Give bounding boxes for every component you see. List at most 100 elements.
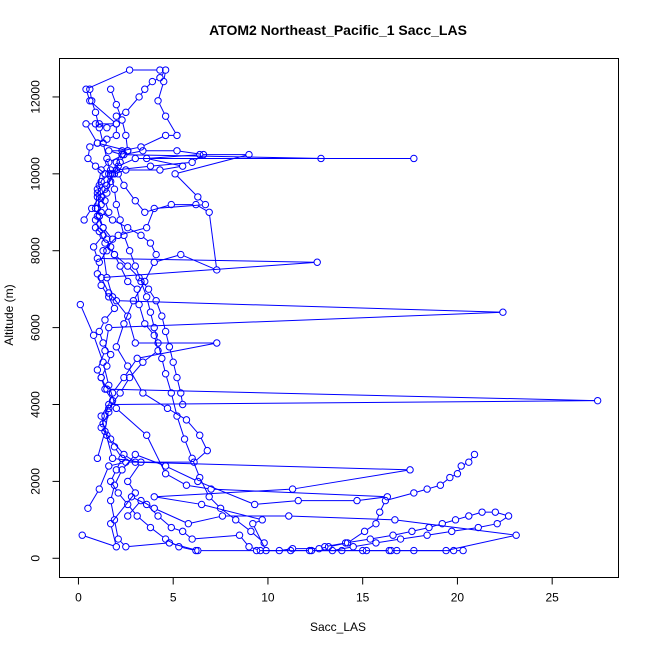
series-segment (481, 523, 495, 528)
data-point (120, 320, 128, 328)
series-segment (380, 503, 385, 510)
data-point (137, 496, 145, 505)
series-segment (95, 192, 98, 206)
data-point (141, 320, 149, 328)
series-segment (171, 395, 177, 414)
series-segment (154, 330, 158, 341)
data-point (84, 154, 92, 163)
series-segment (191, 516, 220, 524)
data-point (97, 193, 105, 201)
data-point (161, 535, 170, 543)
data-point (205, 493, 213, 501)
data-point (139, 389, 147, 397)
series-segment (114, 192, 117, 202)
series-segment (143, 136, 163, 147)
series-segment (251, 547, 258, 551)
series-segment (442, 479, 448, 484)
data-point (152, 297, 160, 305)
data-point (150, 323, 158, 332)
series-segment (98, 353, 105, 368)
data-series (321, 508, 513, 555)
data-point (106, 519, 115, 528)
data-point (124, 262, 132, 270)
data-series (86, 85, 268, 547)
data-point (288, 544, 297, 553)
data-point (360, 527, 369, 536)
data-point (82, 85, 90, 93)
data-point (376, 508, 384, 516)
series-segment (449, 535, 514, 551)
series-segment (118, 410, 145, 434)
series-segment (111, 311, 500, 328)
series-segment (194, 155, 202, 161)
data-point (182, 416, 191, 424)
series-segment (81, 307, 93, 333)
data-point (135, 300, 143, 309)
data-point (122, 458, 130, 466)
x-axis: 0 5 10 15 20 25 (75, 577, 559, 605)
data-point (275, 546, 284, 555)
data-point (89, 243, 98, 251)
data-point (165, 343, 174, 351)
data-point (103, 154, 111, 163)
series-segment (94, 249, 97, 256)
data-point (106, 177, 115, 186)
series-segment (127, 99, 138, 111)
data-point (93, 454, 102, 463)
series-segment (104, 345, 110, 353)
data-point (99, 139, 107, 147)
series-segment (89, 160, 94, 165)
data-point (118, 116, 126, 124)
data-point (93, 366, 102, 374)
data-point (150, 493, 158, 501)
data-point (161, 131, 170, 140)
data-point (116, 389, 124, 397)
data-point (321, 543, 329, 551)
data-point (358, 546, 367, 555)
data-point (110, 185, 119, 193)
data-point (245, 150, 253, 159)
data-point (156, 66, 164, 74)
series-segment (116, 207, 120, 217)
data-point (106, 170, 115, 178)
data-point (114, 231, 122, 240)
data-point (247, 527, 255, 536)
series-segment (163, 73, 166, 79)
data-point (192, 546, 200, 555)
series-segment (97, 434, 105, 456)
data-point (139, 358, 147, 366)
data-point (260, 539, 268, 547)
series-segment (366, 525, 374, 530)
data-series (84, 66, 221, 512)
data-point (425, 523, 433, 532)
data-point (112, 166, 121, 174)
series-segment (160, 517, 170, 526)
series-segment (458, 516, 466, 520)
series-segment (125, 187, 134, 199)
data-point (99, 247, 107, 255)
data-point (410, 154, 418, 163)
x-tick-label: 5 (170, 591, 177, 605)
series-segment (198, 205, 207, 212)
x-axis-label: Sacc_LAS (310, 620, 366, 634)
data-point (163, 404, 172, 413)
series-segment (119, 166, 148, 171)
x-tick-label: 10 (261, 591, 275, 605)
data-point (106, 496, 115, 505)
data-point (141, 85, 149, 93)
data-point (133, 285, 141, 293)
data-point (95, 124, 103, 132)
series-segment (158, 345, 162, 356)
y-tick-label: 6000 (29, 314, 43, 341)
data-point (93, 189, 102, 197)
series-segment (181, 546, 193, 551)
data-point (120, 231, 128, 240)
series-segment (102, 287, 108, 295)
data-point (142, 431, 151, 439)
series-segment (129, 464, 140, 480)
data-point (137, 231, 145, 240)
data-point (124, 223, 132, 232)
series-segment (130, 228, 139, 235)
series-segment (121, 380, 129, 391)
data-point (95, 120, 103, 128)
